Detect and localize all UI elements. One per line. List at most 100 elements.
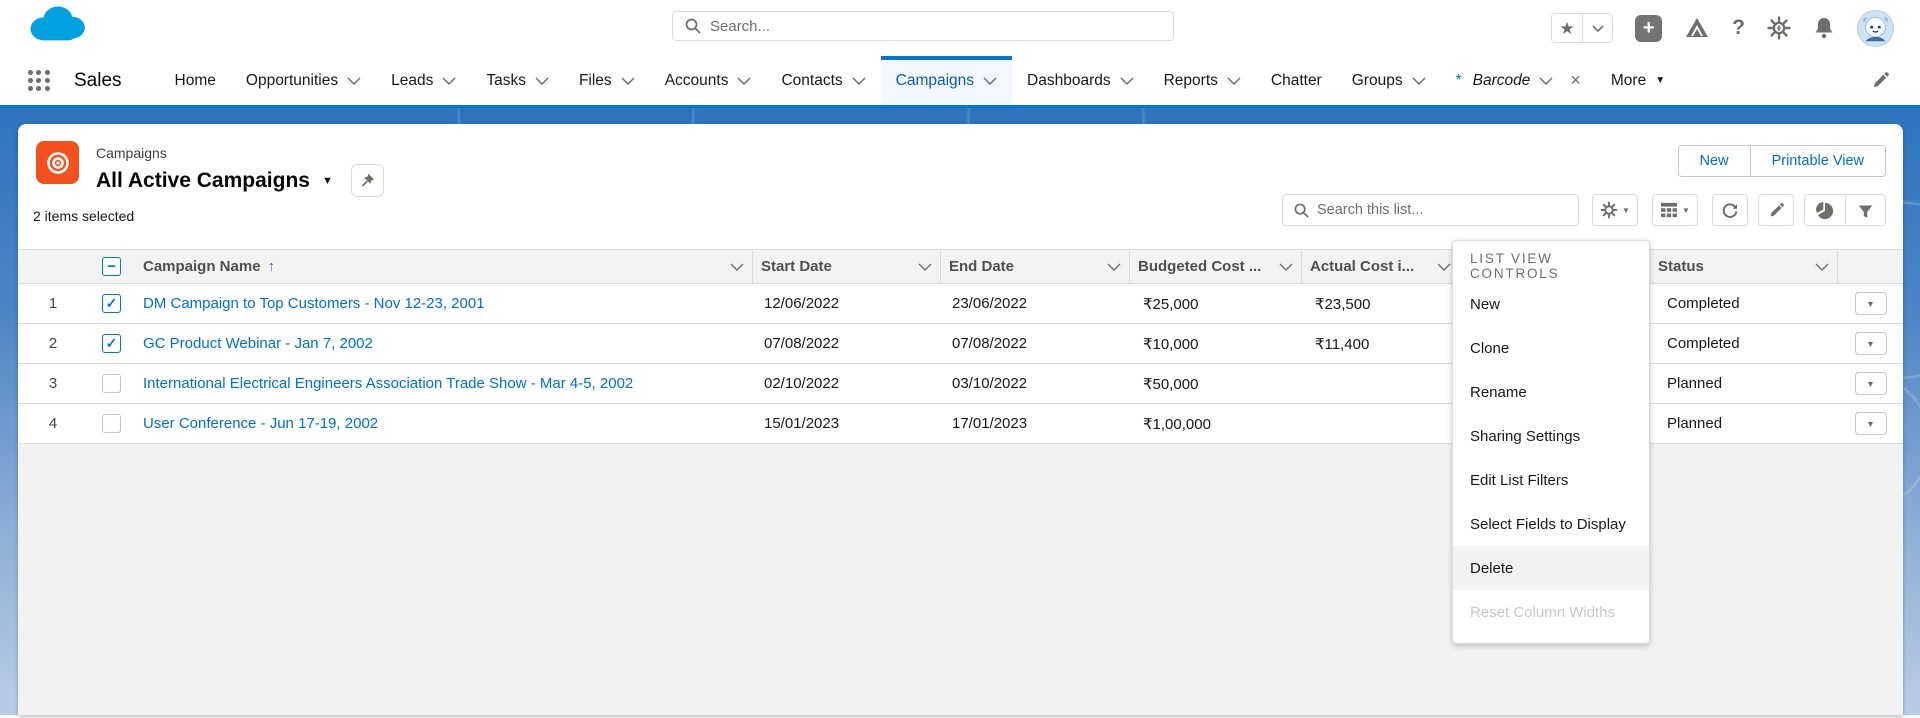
inline-edit-button[interactable] [1758, 194, 1794, 226]
column-header-actual-cost[interactable]: Actual Cost i... [1302, 250, 1460, 283]
chevron-down-icon[interactable] [1539, 76, 1553, 85]
row-checkbox[interactable] [102, 374, 121, 393]
global-actions-plus-icon[interactable]: + [1635, 14, 1663, 42]
app-name: Sales [74, 69, 122, 91]
setup-gear-icon[interactable] [1767, 16, 1791, 40]
campaign-link[interactable]: DM Campaign to Top Customers - Nov 12-23… [143, 295, 485, 312]
row-actions-dropdown-button[interactable]: ▼ [1854, 372, 1887, 395]
menu-item-sharing-settings[interactable]: Sharing Settings [1470, 427, 1581, 445]
charts-button[interactable] [1805, 195, 1845, 225]
chevron-down-icon[interactable] [1815, 263, 1829, 271]
tab-campaigns[interactable]: Campaigns [880, 56, 1013, 105]
row-actions-dropdown-button[interactable]: ▼ [1854, 332, 1887, 355]
user-avatar[interactable] [1857, 9, 1894, 47]
gear-icon [1600, 201, 1618, 219]
help-icon[interactable]: ? [1732, 16, 1745, 39]
budgeted-cost-cell: ₹1,00,000 [1143, 415, 1211, 433]
menu-item-new[interactable]: New [1470, 295, 1501, 313]
start-date-cell: 15/01/2023 [764, 415, 840, 432]
menu-item-rename[interactable]: Rename [1470, 383, 1527, 401]
tab-home[interactable]: Home [174, 71, 216, 89]
tab-contacts[interactable]: Contacts [766, 56, 880, 105]
menu-item-delete[interactable]: Delete [1453, 546, 1649, 590]
tab-more[interactable]: More ▼ [1610, 71, 1666, 89]
chevron-down-icon[interactable] [983, 76, 997, 85]
printable-view-button[interactable]: Printable View [1749, 146, 1885, 176]
nav-edit-pencil-icon[interactable] [1871, 71, 1890, 90]
tab-leads[interactable]: Leads [376, 56, 471, 105]
row-checkbox[interactable] [102, 414, 121, 433]
tab-barcode-temporary[interactable]: * Barcode × [1455, 70, 1581, 90]
chevron-down-icon[interactable] [535, 76, 549, 85]
chart-filter-group [1804, 194, 1886, 226]
global-search-input[interactable] [710, 17, 1130, 35]
list-search[interactable] [1282, 194, 1579, 226]
row-number: 4 [48, 415, 58, 432]
menu-item-clone[interactable]: Clone [1470, 339, 1510, 357]
search-icon [1294, 203, 1309, 218]
row-checkbox[interactable]: ✓ [102, 334, 121, 353]
caret-down-icon: ▼ [1682, 205, 1690, 215]
list-view-title[interactable]: All Active Campaigns [96, 168, 310, 192]
list-view-card: Campaigns All Active Campaigns ▼ 2 items… [18, 124, 1903, 715]
chevron-down-icon[interactable] [621, 76, 635, 85]
refresh-button[interactable] [1712, 194, 1748, 226]
favorites-dropdown-icon[interactable] [1582, 14, 1613, 42]
row-checkbox[interactable]: ✓ [102, 294, 121, 313]
global-search[interactable] [672, 11, 1174, 41]
tab-tasks[interactable]: Tasks [471, 56, 564, 105]
chevron-down-icon[interactable] [1227, 76, 1241, 85]
row-actions-cell: ▼ [1838, 364, 1903, 403]
list-view-settings-gear-button[interactable]: ▼ [1592, 194, 1638, 226]
table-icon [1660, 202, 1678, 218]
close-icon[interactable]: × [1570, 70, 1581, 90]
chevron-down-icon[interactable] [442, 76, 456, 85]
chevron-down-icon[interactable] [730, 263, 744, 271]
column-header-end-date[interactable]: End Date [941, 250, 1130, 283]
chevron-down-icon[interactable] [1412, 76, 1426, 85]
column-header-start-date[interactable]: Start Date [753, 250, 941, 283]
chevron-down-icon[interactable] [852, 76, 866, 85]
app-launcher-waffle-icon[interactable] [28, 69, 50, 92]
tab-reports[interactable]: Reports [1149, 56, 1256, 105]
column-header-campaign-name[interactable]: Campaign Name ↑ [135, 250, 753, 283]
status-cell: Planned [1667, 415, 1723, 432]
status-cell: Completed [1667, 335, 1740, 352]
sort-ascending-icon: ↑ [267, 258, 276, 275]
list-search-input[interactable] [1317, 202, 1557, 218]
chevron-down-icon[interactable] [1437, 263, 1451, 271]
menu-item-edit-list-filters[interactable]: Edit List Filters [1470, 471, 1569, 489]
notifications-bell-icon[interactable] [1813, 16, 1835, 40]
chevron-down-icon[interactable] [918, 263, 932, 271]
campaign-link[interactable]: International Electrical Engineers Assoc… [143, 375, 634, 392]
end-date-cell: 17/01/2023 [952, 415, 1028, 432]
tab-dashboards[interactable]: Dashboards [1012, 56, 1149, 105]
guidance-center-icon[interactable] [1684, 16, 1710, 40]
list-view-selector-caret-icon[interactable]: ▼ [321, 174, 333, 187]
entity-label: Campaigns [96, 145, 167, 161]
filter-button[interactable] [1845, 195, 1885, 225]
column-header-budgeted-cost[interactable]: Budgeted Cost ... [1130, 250, 1302, 283]
menu-item-select-fields[interactable]: Select Fields to Display [1470, 515, 1626, 533]
pin-list-view-button[interactable] [350, 164, 384, 197]
tab-accounts[interactable]: Accounts [650, 56, 767, 105]
start-date-cell: 07/08/2022 [764, 335, 840, 352]
row-actions-dropdown-button[interactable]: ▼ [1854, 292, 1887, 315]
new-button[interactable]: New [1678, 146, 1750, 176]
campaign-link[interactable]: User Conference - Jun 17-19, 2002 [143, 415, 379, 432]
chevron-down-icon[interactable] [1120, 76, 1134, 85]
row-actions-dropdown-button[interactable]: ▼ [1854, 412, 1887, 435]
chevron-down-icon[interactable] [347, 76, 361, 85]
select-all-checkbox[interactable]: − [102, 257, 121, 276]
tab-chatter[interactable]: Chatter [1270, 71, 1322, 89]
chevron-down-icon[interactable] [737, 76, 751, 85]
tab-groups[interactable]: Groups [1337, 56, 1441, 105]
column-header-status[interactable]: Status [1650, 250, 1838, 283]
chevron-down-icon[interactable] [1107, 263, 1121, 271]
campaign-link[interactable]: GC Product Webinar - Jan 7, 2002 [143, 335, 373, 352]
chevron-down-icon[interactable] [1279, 263, 1293, 271]
favorites-star-icon[interactable]: ★ [1552, 14, 1583, 42]
tab-opportunities[interactable]: Opportunities [231, 56, 376, 105]
tab-files[interactable]: Files [564, 56, 650, 105]
display-as-table-button[interactable]: ▼ [1652, 194, 1698, 226]
